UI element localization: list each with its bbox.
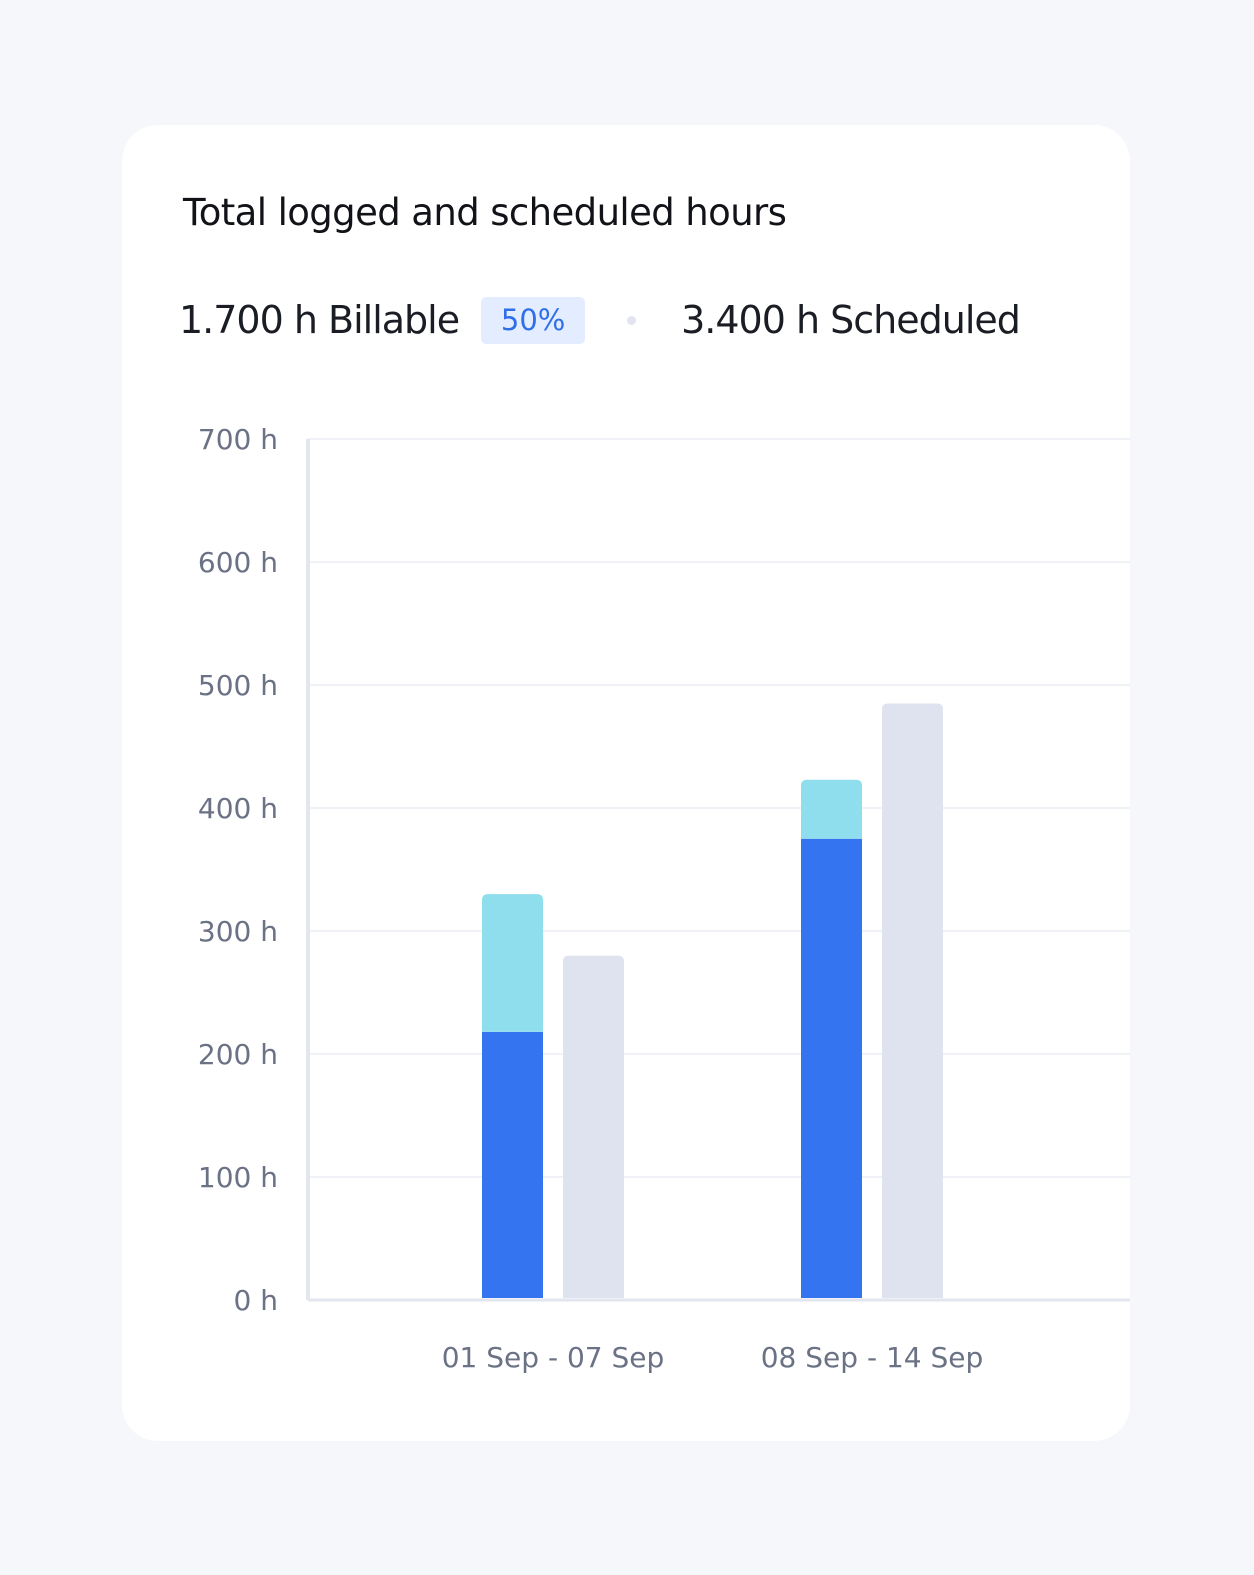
billable-hours: 1.700 h Billable [179,298,460,342]
y-tick-label: 700 h [198,423,278,456]
x-category-label: 08 Sep - 14 Sep [761,1341,984,1374]
bar-non-billable [801,779,862,839]
billable-percent-badge: 50% [481,296,586,344]
y-tick-label: 0 h [234,1284,278,1317]
bar-non-billable [482,894,543,1032]
summary-row: 1.700 h Billable 50% 3.400 h Scheduled [179,295,1021,345]
y-tick-label: 600 h [198,546,278,579]
card-title: Total logged and scheduled hours [183,191,787,234]
separator-dot [627,315,637,325]
bar-scheduled [563,955,624,1298]
hours-card: Total logged and scheduled hours 1.700 h… [122,125,1130,1441]
y-tick-label: 400 h [198,792,278,825]
y-tick-label: 100 h [198,1161,278,1194]
x-category-label: 01 Sep - 07 Sep [442,1341,665,1374]
bar-billable [482,1031,543,1298]
y-tick-label: 300 h [198,915,278,948]
y-tick-label: 500 h [198,669,278,702]
bar-billable [801,838,862,1298]
y-tick-label: 200 h [198,1038,278,1071]
hours-bar-chart: 0 h 100 h 200 h 300 h 400 h 500 h 600 h 700 h 01… [198,423,1130,1374]
bar-scheduled [882,703,943,1298]
scheduled-hours: 3.400 h Scheduled [681,298,1021,342]
